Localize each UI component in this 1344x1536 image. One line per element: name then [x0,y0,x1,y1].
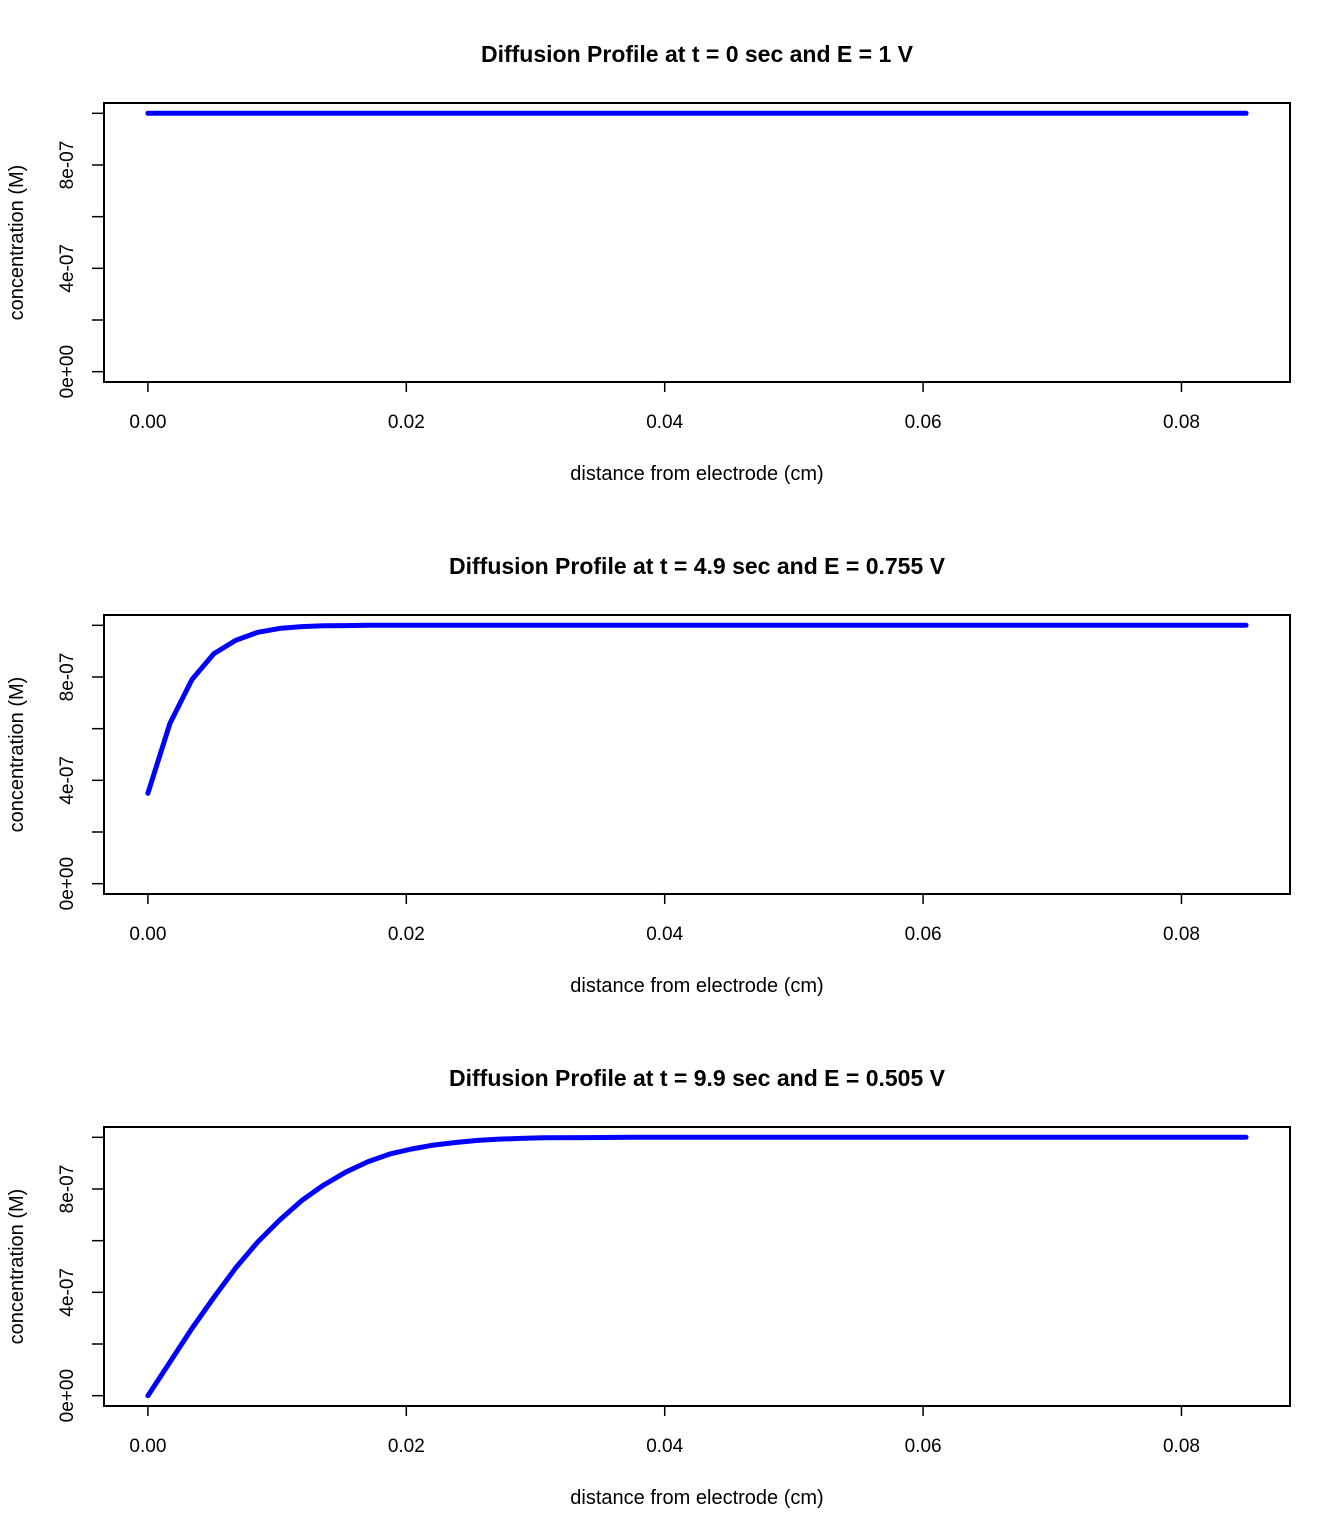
plot-frame [103,614,1291,895]
y-tick-label: 0e+00 [57,1369,78,1422]
x-tick-label: 0.02 [388,924,425,945]
chart-title: Diffusion Profile at t = 0 sec and E = 1… [481,41,914,67]
x-axis-label: distance from electrode (cm) [570,463,823,485]
y-tick-label: 4e-07 [57,756,78,805]
x-axis-label: distance from electrode (cm) [570,1487,823,1509]
x-tick-label: 0.08 [1163,412,1200,433]
x-tick-label: 0.06 [905,924,942,945]
x-tick-label: 0.06 [905,412,942,433]
y-tick-label: 0e+00 [57,345,78,398]
y-tick-label: 8e-07 [57,653,78,702]
x-axis-label: distance from electrode (cm) [570,975,823,997]
x-tick-label: 0.06 [905,1436,942,1457]
x-tick-label: 0.00 [129,412,166,433]
y-axis-label: concentration (M) [6,165,28,321]
x-tick-label: 0.02 [388,412,425,433]
y-tick-label: 8e-07 [57,141,78,190]
concentration-series-line [145,622,1249,796]
x-tick-label: 0.04 [646,1436,683,1457]
chart-panel-t9-9: Diffusion Profile at t = 9.9 sec and E =… [6,1065,1291,1509]
y-tick-label: 0e+00 [57,857,78,910]
x-tick-label: 0.00 [129,924,166,945]
chart-panel-t0: Diffusion Profile at t = 0 sec and E = 1… [6,41,1291,485]
x-tick-label: 0.08 [1163,924,1200,945]
x-tick-label: 0.08 [1163,1436,1200,1457]
x-tick-label: 0.00 [129,1436,166,1457]
plot-frame [103,102,1291,383]
concentration-series-line [145,1134,1249,1399]
y-axis-label: concentration (M) [6,1189,28,1345]
y-tick-label: 4e-07 [57,244,78,293]
y-tick-label: 4e-07 [57,1268,78,1317]
chart-title: Diffusion Profile at t = 4.9 sec and E =… [449,553,946,579]
chart-title: Diffusion Profile at t = 9.9 sec and E =… [449,1065,946,1091]
x-tick-label: 0.04 [646,412,683,433]
plot-frame [103,1126,1291,1407]
x-tick-label: 0.02 [388,1436,425,1457]
y-tick-label: 8e-07 [57,1165,78,1214]
chart-panel-t4-9: Diffusion Profile at t = 4.9 sec and E =… [6,553,1291,997]
y-axis-label: concentration (M) [6,677,28,833]
x-tick-label: 0.04 [646,924,683,945]
